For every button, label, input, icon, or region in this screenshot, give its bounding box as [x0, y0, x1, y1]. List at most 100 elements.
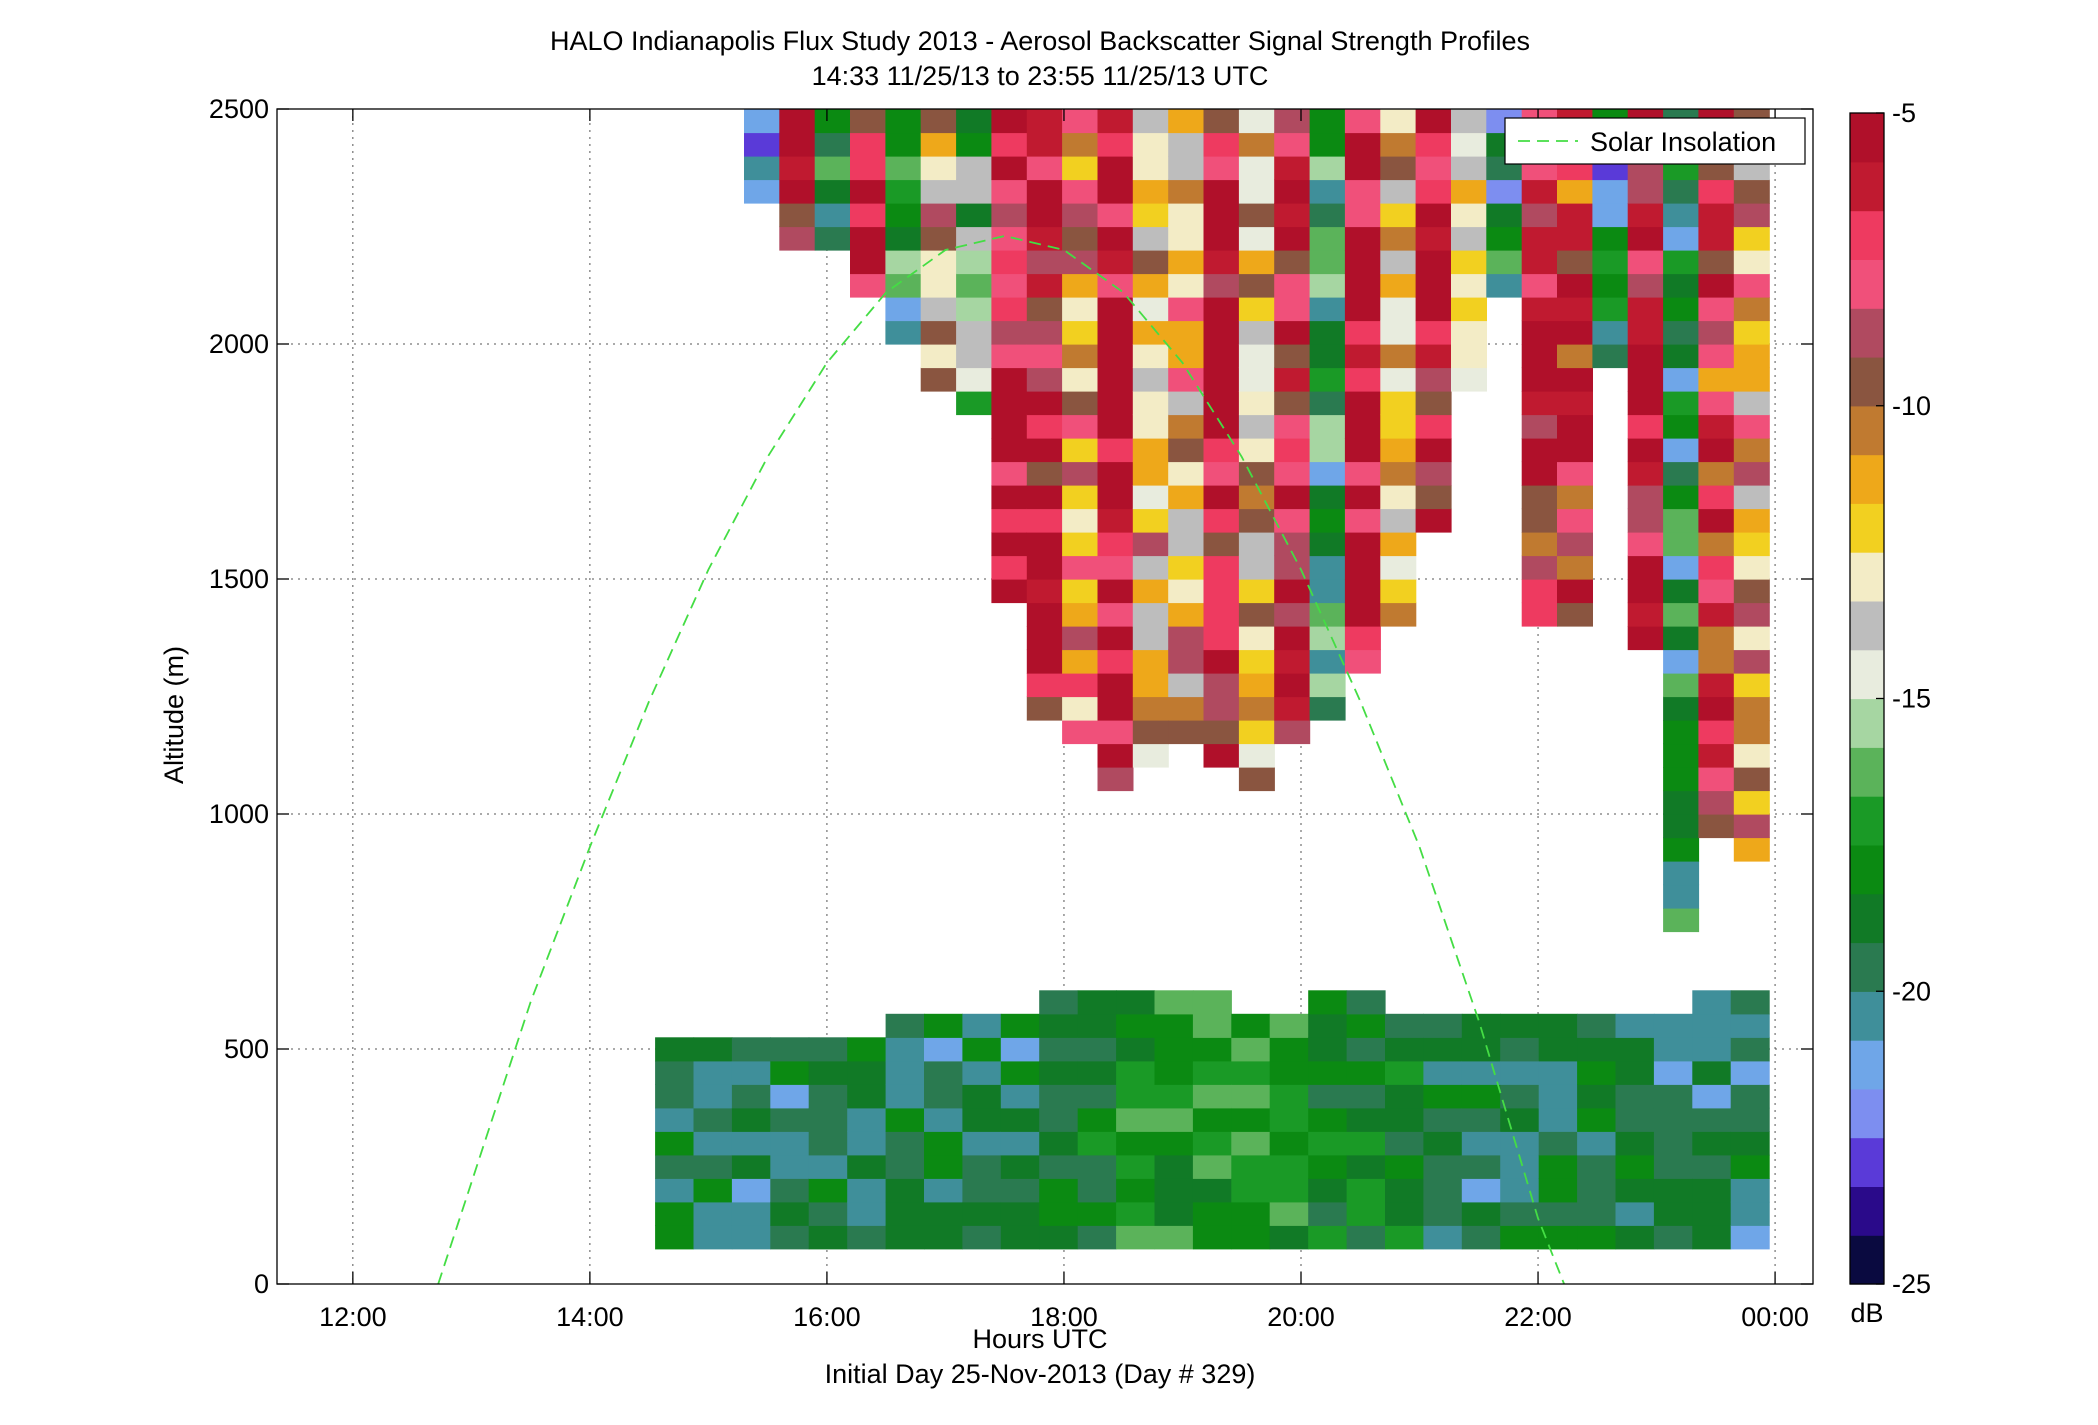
- heatmap-cell: [1627, 485, 1664, 510]
- heatmap-cell: [1521, 555, 1558, 580]
- heatmap-cell: [1663, 485, 1700, 510]
- heatmap-cell: [847, 1131, 887, 1156]
- heatmap-cell: [1500, 1201, 1540, 1226]
- heatmap-cell: [1733, 414, 1770, 439]
- heatmap-cell: [885, 1201, 925, 1226]
- heatmap-cell: [808, 1178, 848, 1203]
- heatmap-cell: [1663, 461, 1700, 486]
- heatmap-cell: [920, 273, 957, 298]
- heatmap-cell: [1132, 743, 1169, 768]
- heatmap-cell: [1168, 602, 1205, 627]
- heatmap-cell: [1521, 602, 1558, 627]
- heatmap-cell: [1346, 1107, 1386, 1132]
- heatmap-cell: [1309, 673, 1346, 698]
- heatmap-cell: [1380, 179, 1417, 204]
- heatmap-cell: [1154, 990, 1194, 1015]
- colorbar: -5 -10 -15 -20 -25 dB: [1849, 98, 1931, 1328]
- heatmap-cell: [1698, 297, 1735, 322]
- heatmap-cell: [1557, 226, 1593, 251]
- heatmap-cell: [1663, 790, 1700, 815]
- y-axis-label: Altitude (m): [159, 646, 189, 784]
- heatmap-cell: [1132, 532, 1169, 557]
- heatmap-cell: [847, 1107, 887, 1132]
- heatmap-cell: [1203, 109, 1240, 134]
- heatmap-cell: [1557, 508, 1593, 533]
- heatmap-cell: [1039, 1013, 1079, 1038]
- heatmap-cell: [1615, 1107, 1655, 1132]
- heatmap-cell: [1344, 109, 1381, 134]
- heatmap-cell: [1500, 1060, 1540, 1085]
- heatmap-cell: [1733, 720, 1770, 745]
- heatmap-cell: [1615, 1084, 1655, 1109]
- heatmap-cell: [1627, 297, 1664, 322]
- heatmap-cell: [1154, 1154, 1194, 1179]
- heatmap-cell: [1168, 156, 1205, 181]
- heatmap-cell: [1592, 344, 1629, 369]
- heatmap-cell: [991, 579, 1028, 604]
- colorbar-segment: [1850, 649, 1884, 700]
- heatmap-cell: [814, 203, 851, 228]
- heatmap-cell: [962, 1060, 1002, 1085]
- heatmap-cell: [1168, 179, 1205, 204]
- heatmap-cell: [779, 132, 816, 157]
- heatmap-cell: [1026, 673, 1063, 698]
- colorbar-segment: [1850, 600, 1884, 651]
- heatmap-cell: [1062, 109, 1099, 134]
- heatmap-cell: [1733, 673, 1770, 698]
- heatmap-cell: [1615, 1131, 1655, 1156]
- colorbar-segment: [1850, 942, 1884, 992]
- heatmap-cell: [1132, 602, 1169, 627]
- heatmap-cell: [1663, 861, 1700, 886]
- y-tick-label: 2500: [209, 94, 269, 124]
- heatmap-cell: [808, 1225, 848, 1250]
- heatmap-cell: [1415, 367, 1452, 392]
- heatmap-cell: [1132, 720, 1169, 745]
- heatmap-cell: [1344, 367, 1381, 392]
- heatmap-cell: [1592, 250, 1629, 275]
- heatmap-cell: [1238, 132, 1275, 157]
- heatmap-cell: [1380, 602, 1417, 627]
- heatmap-cell: [744, 156, 780, 181]
- heatmap-cell: [1698, 250, 1735, 275]
- heatmap-cell: [1615, 1178, 1655, 1203]
- heatmap-cell: [1238, 391, 1275, 416]
- heatmap-cell: [1097, 579, 1134, 604]
- heatmap-cell: [1577, 1131, 1617, 1156]
- x-tick-label: 12:00: [319, 1302, 387, 1332]
- heatmap-cell: [1274, 485, 1311, 510]
- heatmap-cell: [1698, 273, 1735, 298]
- heatmap-cell: [1344, 414, 1381, 439]
- heatmap-cell: [1380, 273, 1417, 298]
- heatmap-cell: [1269, 1037, 1309, 1062]
- heatmap-cell: [1168, 438, 1205, 463]
- heatmap-cell: [847, 1060, 887, 1085]
- heatmap-cell: [1415, 226, 1452, 251]
- heatmap-cell: [1274, 626, 1311, 651]
- heatmap-cell: [1097, 226, 1134, 251]
- heatmap-cell: [1557, 579, 1593, 604]
- heatmap-cell: [1627, 555, 1664, 580]
- heatmap-cell: [1692, 1201, 1732, 1226]
- heatmap-cell: [655, 1084, 695, 1109]
- heatmap-cell: [1132, 649, 1169, 674]
- heatmap-cell: [1615, 1201, 1655, 1226]
- heatmap-cell: [1521, 226, 1558, 251]
- heatmap-cell: [991, 555, 1028, 580]
- heatmap-cell: [1461, 1201, 1501, 1226]
- heatmap-cell: [1203, 414, 1240, 439]
- heatmap-cell: [1168, 649, 1205, 674]
- heatmap-cell: [1168, 461, 1205, 486]
- heatmap-cell: [1663, 414, 1700, 439]
- heatmap-cell: [1521, 367, 1558, 392]
- heatmap-cell: [1521, 485, 1558, 510]
- heatmap-cell: [1000, 1060, 1040, 1085]
- heatmap-cell: [1486, 226, 1523, 251]
- heatmap-cell: [1344, 532, 1381, 557]
- heatmap-cell: [1097, 391, 1134, 416]
- heatmap-cell: [1423, 1225, 1463, 1250]
- heatmap-cell: [991, 297, 1028, 322]
- heatmap-cell: [1132, 344, 1169, 369]
- heatmap-cell: [1132, 461, 1169, 486]
- heatmap-cell: [1344, 344, 1381, 369]
- heatmap-cell: [991, 320, 1028, 345]
